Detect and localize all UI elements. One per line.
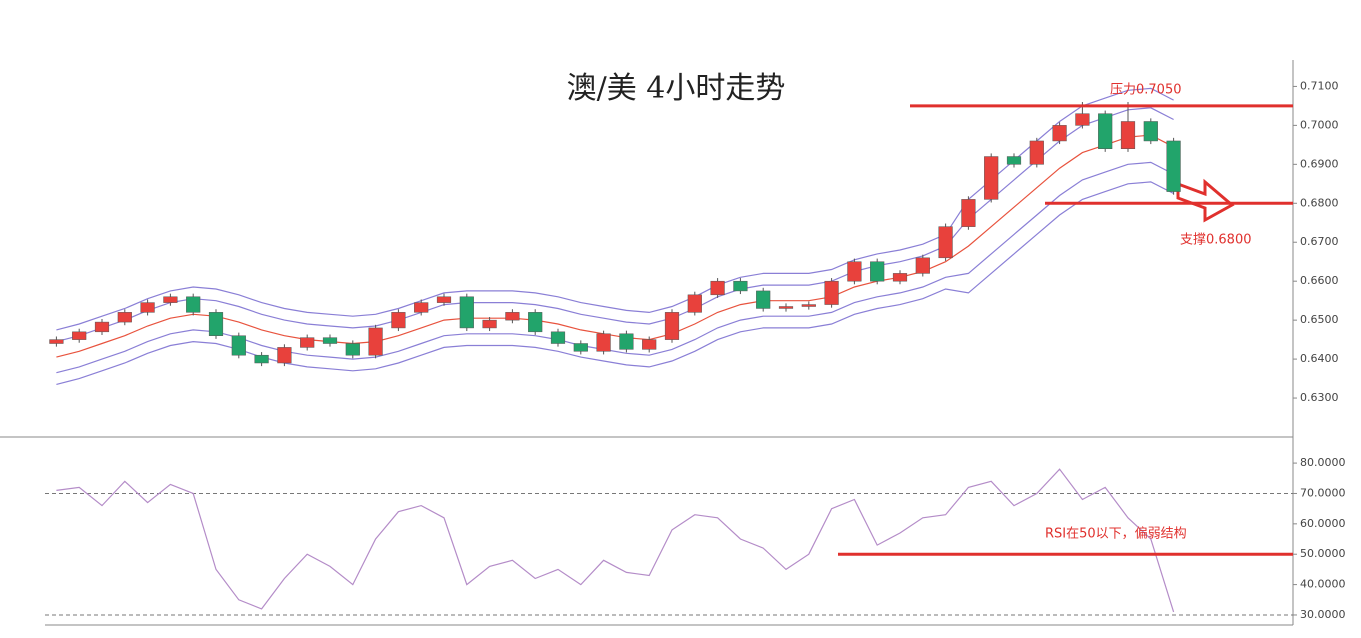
- y-tick-label: 40.0000: [1300, 578, 1346, 591]
- candle-body: [961, 199, 976, 227]
- candle-body: [300, 337, 315, 348]
- candle-body: [824, 280, 839, 305]
- candle-body: [892, 273, 908, 282]
- candle-body: [596, 333, 611, 352]
- candle-body: [801, 304, 816, 307]
- candle-body: [687, 294, 702, 313]
- band-line: [56, 107, 1174, 343]
- y-tick-label: 50.0000: [1300, 547, 1346, 560]
- candle-body: [140, 302, 155, 313]
- annotation: RSI在50以下，偏弱结构: [1045, 527, 1187, 542]
- candle-body: [778, 306, 794, 309]
- band-line: [56, 161, 1174, 374]
- candle-body: [72, 331, 87, 340]
- y-tick-label: 0.6500: [1300, 313, 1339, 326]
- band-line: [56, 181, 1174, 385]
- annotation: 压力0.7050: [1110, 83, 1182, 98]
- candle-body: [49, 339, 64, 344]
- candle-body: [459, 296, 474, 329]
- candle-body: [391, 312, 406, 329]
- arrow: [1176, 178, 1235, 223]
- candle-body: [984, 156, 999, 200]
- candle-body: [1098, 113, 1113, 149]
- candle-body: [1120, 121, 1136, 149]
- candle-body: [345, 343, 360, 356]
- y-tick-label: 0.6400: [1300, 352, 1339, 365]
- candle-body: [277, 347, 292, 364]
- candle-body: [573, 343, 588, 352]
- candle-body: [756, 290, 771, 309]
- candle-body: [1143, 121, 1158, 142]
- candle-body: [1075, 113, 1090, 126]
- annotation: 支撑0.6800: [1180, 233, 1252, 248]
- candle-body: [94, 321, 110, 333]
- chart-title: 澳/美 4小时走势: [567, 71, 786, 106]
- candle-body: [733, 280, 748, 292]
- candle-body: [710, 280, 725, 296]
- candle-body: [1052, 125, 1067, 142]
- band-line: [56, 134, 1174, 358]
- band-line: [56, 87, 1174, 331]
- y-tick-label: 80.0000: [1300, 456, 1346, 469]
- y-tick-label: 0.6300: [1300, 391, 1339, 404]
- y-tick-label: 0.7000: [1300, 118, 1339, 131]
- candle-body: [254, 354, 269, 364]
- candle-body: [619, 333, 634, 350]
- candle-body: [664, 312, 680, 340]
- candle-body: [870, 261, 885, 282]
- rsi-line: [56, 468, 1175, 613]
- candle-body: [231, 335, 246, 356]
- y-tick-label: 0.6800: [1300, 196, 1339, 209]
- candle-body: [163, 296, 178, 303]
- candle-body: [550, 331, 566, 344]
- candle-body: [436, 296, 452, 303]
- candle-body: [505, 312, 520, 321]
- candle-body: [414, 302, 429, 313]
- y-tick-label: 70.0000: [1300, 486, 1346, 499]
- y-tick-label: 0.6900: [1300, 157, 1339, 170]
- candle-body: [642, 339, 657, 350]
- candle-body: [208, 312, 224, 336]
- candle-body: [938, 226, 953, 259]
- candle-body: [1006, 156, 1022, 165]
- candle-body: [117, 312, 132, 323]
- candle-body: [1166, 140, 1181, 192]
- y-tick-label: 0.6700: [1300, 235, 1339, 248]
- y-tick-label: 30.0000: [1300, 608, 1346, 621]
- candle-body: [915, 257, 930, 274]
- candle-body: [482, 319, 497, 329]
- candle-body: [528, 312, 543, 333]
- candle-body: [1029, 140, 1044, 165]
- y-tick-label: 0.7100: [1300, 79, 1339, 92]
- y-tick-label: 0.6600: [1300, 274, 1339, 287]
- y-tick-label: 60.0000: [1300, 517, 1346, 530]
- candle-body: [322, 337, 338, 344]
- candle-body: [186, 296, 201, 313]
- candle-body: [368, 327, 383, 356]
- candle-body: [847, 261, 862, 282]
